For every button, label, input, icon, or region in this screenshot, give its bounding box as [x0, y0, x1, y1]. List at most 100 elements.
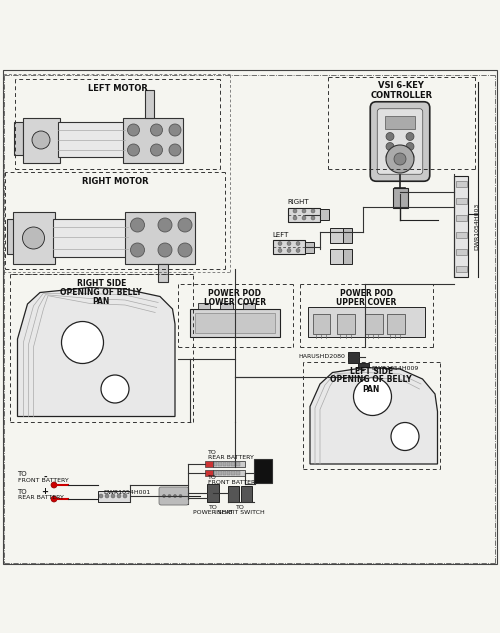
Bar: [145, 90, 154, 118]
Bar: [365, 314, 382, 334]
Bar: [456, 198, 466, 204]
Bar: [58, 123, 125, 158]
Circle shape: [178, 243, 192, 257]
Circle shape: [105, 494, 109, 498]
Circle shape: [386, 132, 394, 141]
Bar: [308, 306, 425, 337]
Circle shape: [51, 496, 57, 502]
Text: LEFT: LEFT: [272, 232, 289, 238]
Bar: [52, 219, 128, 256]
Circle shape: [287, 249, 291, 253]
Circle shape: [22, 227, 44, 249]
FancyBboxPatch shape: [370, 102, 430, 181]
Circle shape: [178, 218, 192, 232]
Circle shape: [51, 482, 57, 488]
Circle shape: [168, 494, 171, 498]
Circle shape: [130, 218, 144, 232]
Bar: [190, 309, 280, 337]
Circle shape: [354, 377, 392, 415]
Text: DWR1054H003: DWR1054H003: [474, 203, 479, 250]
Circle shape: [406, 142, 414, 151]
Bar: [342, 227, 351, 242]
Circle shape: [311, 216, 315, 220]
Bar: [220, 303, 232, 309]
Text: POWER SEAT: POWER SEAT: [193, 510, 233, 515]
Bar: [158, 264, 168, 282]
Text: TO: TO: [236, 505, 244, 510]
Circle shape: [278, 249, 282, 253]
Bar: [330, 249, 342, 264]
Text: LOWER COVER: LOWER COVER: [204, 298, 266, 307]
Text: LEFT MOTOR: LEFT MOTOR: [88, 84, 148, 93]
Bar: [22, 118, 60, 163]
Bar: [214, 470, 217, 475]
Bar: [195, 313, 275, 332]
Circle shape: [296, 249, 300, 253]
Circle shape: [278, 242, 282, 246]
Bar: [98, 491, 130, 501]
Text: RIGHT: RIGHT: [288, 199, 309, 206]
Bar: [198, 303, 210, 309]
Bar: [236, 461, 240, 465]
Circle shape: [150, 124, 162, 136]
Bar: [454, 177, 468, 277]
Text: CONTROLLER: CONTROLLER: [370, 91, 432, 99]
Bar: [456, 232, 466, 238]
FancyBboxPatch shape: [159, 487, 188, 505]
Circle shape: [158, 243, 172, 257]
Bar: [272, 240, 305, 254]
Bar: [348, 351, 358, 363]
Circle shape: [406, 153, 414, 161]
Circle shape: [101, 375, 129, 403]
Text: TO: TO: [18, 489, 27, 494]
FancyBboxPatch shape: [378, 109, 423, 174]
Polygon shape: [310, 368, 438, 464]
Bar: [385, 116, 415, 129]
Bar: [241, 486, 252, 501]
Circle shape: [99, 494, 103, 498]
Bar: [222, 461, 226, 465]
Text: TO: TO: [208, 505, 218, 510]
Text: RIGHT MOTOR: RIGHT MOTOR: [82, 177, 148, 185]
Circle shape: [158, 218, 172, 232]
Text: DWR1054H009: DWR1054H009: [371, 366, 418, 371]
Text: REAR BATTERY: REAR BATTERY: [208, 455, 254, 460]
Text: POWER POD: POWER POD: [340, 289, 392, 298]
Bar: [456, 266, 466, 272]
Circle shape: [169, 124, 181, 136]
Text: OPENING OF BELLY: OPENING OF BELLY: [60, 288, 142, 297]
Circle shape: [111, 494, 115, 498]
Text: OPENING OF BELLY: OPENING OF BELLY: [330, 375, 412, 384]
Bar: [232, 461, 235, 465]
Text: TO: TO: [208, 475, 216, 480]
Circle shape: [302, 209, 306, 213]
Text: POWER POD: POWER POD: [208, 289, 262, 298]
Bar: [206, 484, 219, 501]
Text: VSI 6-KEY: VSI 6-KEY: [378, 82, 424, 91]
Bar: [212, 470, 245, 475]
Text: TO: TO: [208, 450, 216, 455]
Bar: [312, 314, 330, 334]
Text: RIGHT SIDE: RIGHT SIDE: [76, 279, 126, 288]
Bar: [358, 363, 368, 374]
Bar: [205, 470, 212, 475]
Bar: [12, 211, 55, 264]
Circle shape: [302, 216, 306, 220]
Bar: [227, 470, 230, 475]
Text: LEFT SIDE: LEFT SIDE: [350, 367, 393, 375]
Bar: [305, 242, 314, 253]
Bar: [456, 249, 466, 255]
Bar: [242, 303, 255, 309]
Circle shape: [394, 153, 406, 165]
Text: PAN: PAN: [362, 384, 380, 394]
Text: DWR1054H001: DWR1054H001: [104, 490, 151, 495]
Bar: [6, 219, 14, 254]
Circle shape: [130, 243, 144, 257]
Circle shape: [128, 124, 140, 136]
Bar: [14, 123, 22, 155]
Bar: [228, 486, 238, 501]
Text: -: -: [43, 473, 47, 482]
Circle shape: [117, 494, 121, 498]
Bar: [160, 488, 188, 504]
Circle shape: [386, 142, 394, 151]
